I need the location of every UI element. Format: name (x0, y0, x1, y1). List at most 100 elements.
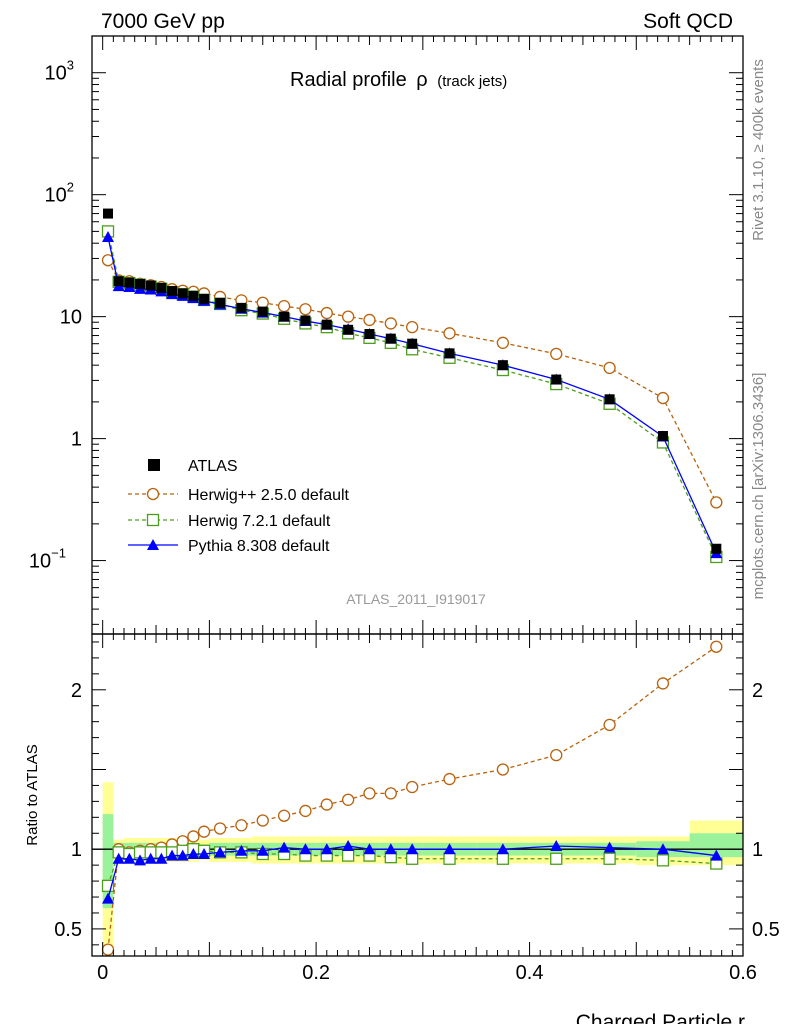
main-point-atlas (711, 543, 722, 554)
main-point-herwig-2-5-0-default (710, 496, 723, 509)
main-line-pythia-8-308-default (107, 236, 717, 554)
ratio-band-green (102, 814, 114, 909)
ratio-panel-marks (101, 640, 723, 956)
ratio-point-herwig-2-5-0-default (363, 787, 376, 800)
ratio-line-herwig-7-2-1-default (107, 848, 717, 887)
header-right: Soft QCD (643, 10, 733, 33)
ratio-point-herwig-2-5-0-default (320, 798, 333, 811)
main-point-atlas (124, 277, 135, 288)
ratio-point-pythia-8-308-default (406, 843, 419, 855)
ratio-point-herwig-2-5-0-default (603, 718, 616, 732)
main-point-atlas (300, 315, 311, 326)
legend-label-atlas: ATLAS (188, 458, 238, 475)
main-panel-marks (101, 208, 723, 564)
x-tick-label: 0.2 (302, 962, 330, 984)
main-point-atlas (103, 208, 114, 219)
legend-marker-herwigpp (146, 487, 160, 501)
main-point-atlas (156, 282, 167, 293)
main-point-atlas (444, 348, 455, 359)
main-point-atlas (279, 311, 290, 322)
legend-marker-pythia (147, 539, 159, 550)
legend-label-herwig7: Herwig 7.2.1 default (188, 513, 331, 530)
ratio-point-pythia-8-308-default (550, 840, 563, 852)
main-point-atlas (657, 431, 668, 442)
ratio-band-green (689, 833, 743, 858)
x-tick-label: 0 (97, 962, 108, 984)
ratio-point-pythia-8-308-default (256, 844, 269, 856)
ratio-point-pythia-8-308-default (176, 849, 189, 861)
ratio-point-herwig-7-2-1-default (341, 849, 355, 862)
ratio-point-herwig-2-5-0-default (384, 787, 397, 800)
ratio-point-pythia-8-308-default (144, 852, 157, 864)
main-point-atlas (167, 286, 178, 297)
ratio-point-pythia-8-308-default (603, 841, 616, 853)
ratio-point-herwig-2-5-0-default (256, 814, 269, 827)
main-point-herwig-2-5-0-default (656, 391, 670, 405)
ratio-point-herwig-7-2-1-default (101, 879, 115, 893)
mcplots-source-note: mcplots.cern.ch [arXiv:1306.3436] (750, 373, 767, 600)
ratio-point-herwig-2-5-0-default (235, 819, 248, 832)
legend-marker-herwig7 (146, 513, 160, 527)
ratio-point-pythia-8-308-default (710, 849, 723, 861)
ratio-point-herwig-2-5-0-default (496, 763, 510, 776)
ratio-y-tick-label-right: 1 (752, 839, 763, 861)
main-y-tick-label: 10 (60, 307, 82, 329)
ratio-point-pythia-8-308-default (155, 852, 168, 864)
ratio-point-herwig-2-5-0-default (277, 809, 291, 822)
ratio-y-tick-label-left: 2 (71, 680, 82, 702)
ratio-point-herwig-7-2-1-default (443, 852, 456, 865)
ratio-point-pythia-8-308-default (166, 849, 179, 861)
x-tick-label: 0.6 (729, 962, 757, 984)
main-point-atlas (199, 293, 210, 304)
ratio-point-herwig-2-5-0-default (197, 825, 211, 838)
main-point-herwig-2-5-0-default (363, 313, 376, 327)
main-point-herwig-2-5-0-default (550, 347, 563, 361)
ratio-point-herwig-2-5-0-default (443, 772, 456, 786)
main-point-herwig-2-5-0-default (406, 321, 419, 334)
ratio-point-pythia-8-308-default (198, 847, 211, 859)
plot-title-main: Radial profile (290, 69, 407, 91)
main-point-atlas (113, 276, 124, 287)
x-axis-label: Charged Particle r (576, 1011, 745, 1024)
main-point-atlas (215, 297, 226, 308)
main-point-herwig-2-5-0-default (320, 306, 333, 320)
main-point-atlas (236, 302, 247, 313)
main-point-herwig-2-5-0-default (443, 327, 456, 340)
main-point-herwig-2-5-0-default (277, 299, 291, 313)
ratio-line-herwig-2-5-0-default (107, 646, 717, 950)
main-point-herwig-2-5-0-default (496, 336, 510, 349)
ratio-point-pythia-8-308-default (299, 843, 312, 855)
ratio-frame (91, 633, 744, 957)
analysis-id-label: ATLAS_2011_I919017 (346, 591, 486, 607)
ratio-point-pythia-8-308-default (102, 892, 115, 904)
main-point-herwig-2-5-0-default (603, 361, 616, 375)
ratio-point-pythia-8-308-default (363, 843, 376, 855)
ratio-point-herwig-7-2-1-default (603, 852, 616, 865)
main-y-tick-label: 102 (45, 180, 74, 207)
main-point-pythia-8-308-default (102, 230, 115, 242)
x-tick-label: 0.4 (516, 962, 544, 984)
main-point-atlas (257, 306, 268, 317)
ratio-point-pythia-8-308-default (214, 846, 227, 858)
ratio-point-herwig-2-5-0-default (550, 748, 563, 762)
main-point-atlas (385, 333, 396, 344)
ratio-point-pythia-8-308-default (187, 847, 200, 859)
plot-title-suffix: (track jets) (437, 73, 507, 90)
ratio-point-herwig-7-2-1-default (406, 852, 419, 865)
ratio-y-tick-label-right: 2 (752, 680, 763, 702)
main-point-atlas (407, 338, 418, 349)
main-point-atlas (604, 394, 615, 405)
header-left: 7000 GeV pp (101, 10, 225, 33)
main-y-tick-label: 1 (71, 429, 82, 451)
ratio-point-herwig-2-5-0-default (187, 830, 200, 843)
ratio-axis-label: Ratio to ATLAS (24, 744, 41, 845)
ratio-point-herwig-2-5-0-default (710, 640, 723, 653)
ratio-uncertainty-bands (92, 782, 743, 949)
main-y-tick-label: 10−1 (29, 546, 66, 573)
main-point-atlas (135, 279, 146, 290)
main-point-atlas (551, 374, 562, 385)
ratio-point-pythia-8-308-default (278, 841, 291, 853)
ratio-point-herwig-2-5-0-default (213, 822, 227, 835)
